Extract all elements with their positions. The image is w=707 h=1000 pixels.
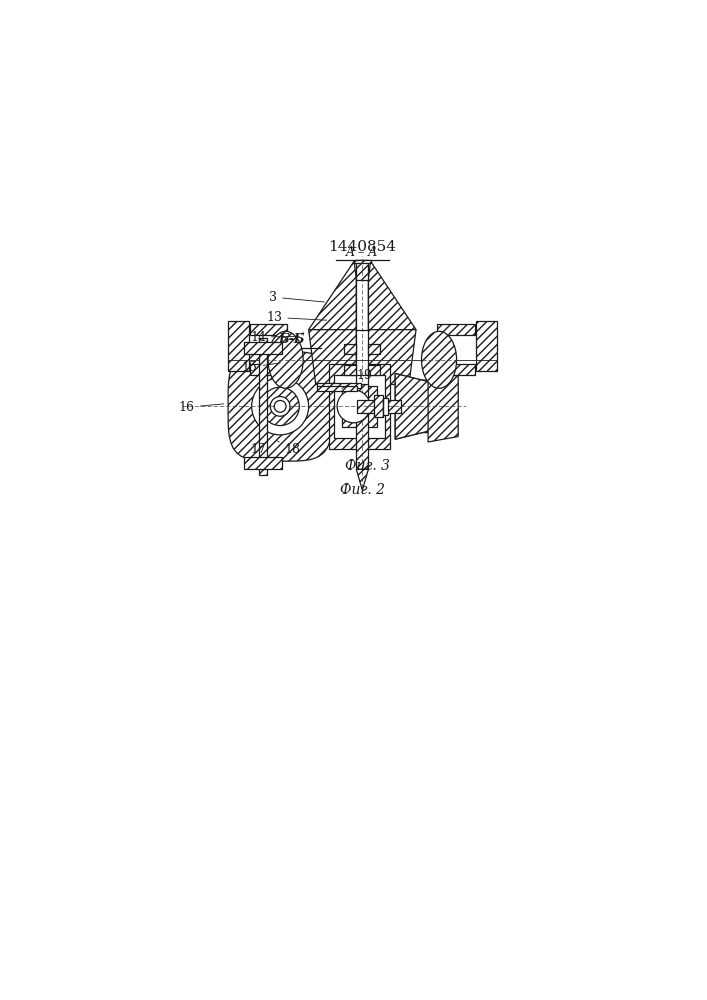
Bar bbox=[438, 364, 474, 375]
Bar bbox=[356, 260, 368, 280]
Text: 1440854: 1440854 bbox=[328, 240, 397, 254]
Polygon shape bbox=[309, 330, 356, 384]
Text: 16: 16 bbox=[179, 401, 223, 414]
Bar bbox=[368, 365, 380, 375]
Bar bbox=[368, 344, 380, 354]
Text: 17: 17 bbox=[250, 442, 266, 456]
Text: Б-Б́: Б-Б́ bbox=[278, 333, 304, 346]
Polygon shape bbox=[356, 469, 368, 490]
Bar bbox=[375, 395, 383, 417]
Bar bbox=[341, 386, 377, 427]
Polygon shape bbox=[395, 373, 431, 439]
Circle shape bbox=[270, 397, 290, 416]
Bar bbox=[383, 398, 387, 415]
Ellipse shape bbox=[261, 387, 299, 426]
Ellipse shape bbox=[421, 331, 457, 388]
Bar bbox=[329, 364, 390, 449]
Bar bbox=[344, 365, 356, 375]
Bar bbox=[357, 400, 401, 413]
Polygon shape bbox=[368, 330, 416, 384]
Text: Фиг. 2: Фиг. 2 bbox=[340, 483, 385, 497]
Polygon shape bbox=[228, 352, 332, 461]
Circle shape bbox=[274, 400, 286, 412]
Circle shape bbox=[337, 390, 370, 423]
Polygon shape bbox=[428, 371, 458, 442]
Bar bbox=[244, 457, 282, 469]
Text: 18: 18 bbox=[277, 441, 300, 456]
Text: 15: 15 bbox=[242, 361, 280, 374]
Bar bbox=[317, 386, 357, 391]
Text: 13: 13 bbox=[267, 311, 327, 324]
Bar bbox=[354, 260, 370, 263]
Bar bbox=[228, 321, 249, 371]
Text: A – A: A – A bbox=[346, 246, 378, 259]
Bar bbox=[344, 344, 356, 354]
Polygon shape bbox=[395, 373, 431, 439]
Text: 14: 14 bbox=[250, 331, 299, 344]
Circle shape bbox=[252, 378, 309, 435]
Bar bbox=[438, 324, 474, 335]
Bar bbox=[334, 375, 385, 438]
Bar bbox=[356, 330, 368, 384]
Bar bbox=[356, 384, 368, 469]
Bar bbox=[317, 383, 361, 388]
Bar bbox=[250, 364, 287, 375]
Polygon shape bbox=[368, 261, 416, 330]
Bar bbox=[244, 342, 282, 354]
Bar bbox=[250, 324, 287, 335]
Bar bbox=[476, 321, 496, 371]
Polygon shape bbox=[309, 261, 356, 330]
Text: Фиг. 3: Фиг. 3 bbox=[345, 459, 390, 473]
Circle shape bbox=[399, 380, 452, 433]
Bar bbox=[259, 338, 267, 475]
Ellipse shape bbox=[268, 331, 303, 388]
Text: 3: 3 bbox=[269, 291, 325, 304]
Text: 19: 19 bbox=[341, 369, 373, 389]
